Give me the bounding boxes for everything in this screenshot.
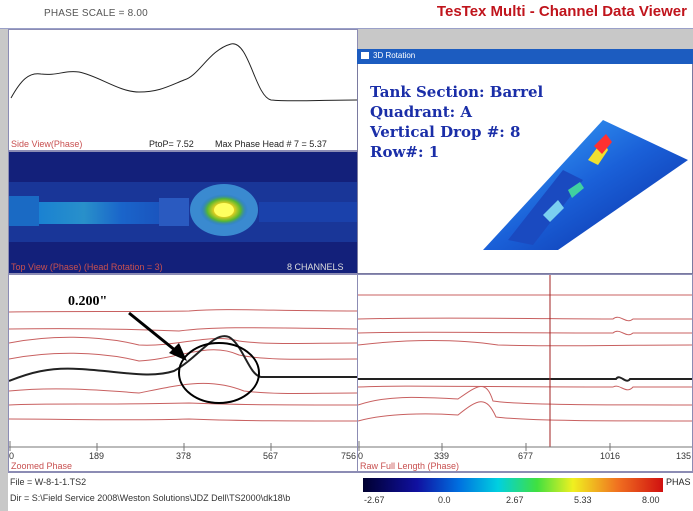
zoomed-phase-panel[interactable]: 0 189 378 567 756 Zoomed Phase: [8, 274, 358, 472]
raw-full-length-label: Raw Full Length (Phase): [360, 461, 459, 471]
zoomed-phase-traces: [9, 275, 358, 472]
ptop-readout: PtoP= 7.52: [149, 139, 194, 149]
x-tick-label: 677: [518, 451, 533, 461]
trace: [9, 337, 358, 345]
window-icon: [361, 52, 369, 59]
colorbar-tick: 8.00: [642, 495, 660, 505]
top-view-label: Top View (Phase) (Head Rotation = 3): [11, 262, 163, 272]
x-tick-label: 567: [263, 451, 278, 461]
vertical-drop-line: Vertical Drop #: 8: [370, 122, 543, 142]
colorbar-tick: 5.33: [574, 495, 592, 505]
colorbar-tick: -2.67: [364, 495, 385, 505]
defect-size-annotation: 0.200": [68, 294, 107, 310]
app-title: TesTex Multi - Channel Data Viewer: [437, 3, 687, 20]
channels-readout: 8 CHANNELS: [287, 262, 344, 272]
colorbar-label: PHAS: [666, 477, 691, 487]
status-bar: File = W-8-1-1.TS2 Dir = S:\Field Servic…: [8, 472, 693, 511]
x-tick-label: 189: [89, 451, 104, 461]
colorbar-tick: 0.0: [438, 495, 451, 505]
x-tick-label: 756: [341, 451, 356, 461]
x-ticks: [359, 441, 693, 451]
highlight-trace: [358, 377, 693, 380]
top-view-heatmap[interactable]: Top View (Phase) (Head Rotation = 3) 8 C…: [8, 151, 358, 274]
trace: [358, 386, 693, 405]
heatmap-graphic: [9, 152, 358, 274]
row-line: Row#: 1: [370, 142, 543, 162]
defect-circle: [179, 343, 259, 403]
side-view-label: Side View(Phase): [11, 139, 82, 149]
rotation-window-caption: 3D Rotation: [373, 51, 415, 60]
x-ticks: [10, 441, 358, 451]
trace: [9, 310, 358, 312]
trace: [9, 403, 358, 405]
max-phase-readout: Max Phase Head # 7 = 5.37: [215, 139, 327, 149]
annotation-arrow-line: [129, 313, 181, 355]
trace: [358, 317, 693, 320]
zoomed-phase-label: Zoomed Phase: [11, 461, 72, 471]
quadrant-line: Quadrant: A: [370, 102, 543, 122]
colorbar-tick: 2.67: [506, 495, 524, 505]
trace: [358, 331, 693, 334]
dir-readout: Dir = S:\Field Service 2008\Weston Solut…: [10, 493, 362, 503]
tank-section-info: Tank Section: Barrel Quadrant: A Vertica…: [370, 82, 543, 162]
raw-full-length-panel[interactable]: 0 339 677 1016 135 Raw Full Length (Phas…: [357, 274, 693, 472]
trace: [358, 341, 693, 346]
phase-scale-readout: PHASE SCALE = 8.00: [44, 8, 148, 19]
side-view-trace-plot: [9, 30, 358, 151]
trace: [9, 328, 358, 331]
file-readout: File = W-8-1-1.TS2: [10, 477, 86, 487]
trace: [9, 419, 358, 421]
x-tick-label: 0: [9, 451, 14, 461]
side-view-panel[interactable]: Side View(Phase) PtoP= 7.52 Max Phase He…: [8, 29, 358, 151]
title-bar: PHASE SCALE = 8.00 TesTex Multi - Channe…: [0, 0, 693, 29]
x-tick-label: 378: [176, 451, 191, 461]
tank-section-line: Tank Section: Barrel: [370, 82, 543, 102]
raw-phase-traces: [358, 275, 693, 472]
x-tick-label: 339: [434, 451, 449, 461]
phase-colorbar: [363, 478, 663, 492]
rotation-window-titlebar[interactable]: 3D Rotation: [357, 49, 693, 64]
x-tick-label: 1016: [600, 451, 620, 461]
side-view-trace: [11, 44, 357, 101]
x-tick-label: 0: [358, 451, 363, 461]
x-tick-label: 135: [676, 451, 691, 461]
trace: [358, 386, 693, 390]
